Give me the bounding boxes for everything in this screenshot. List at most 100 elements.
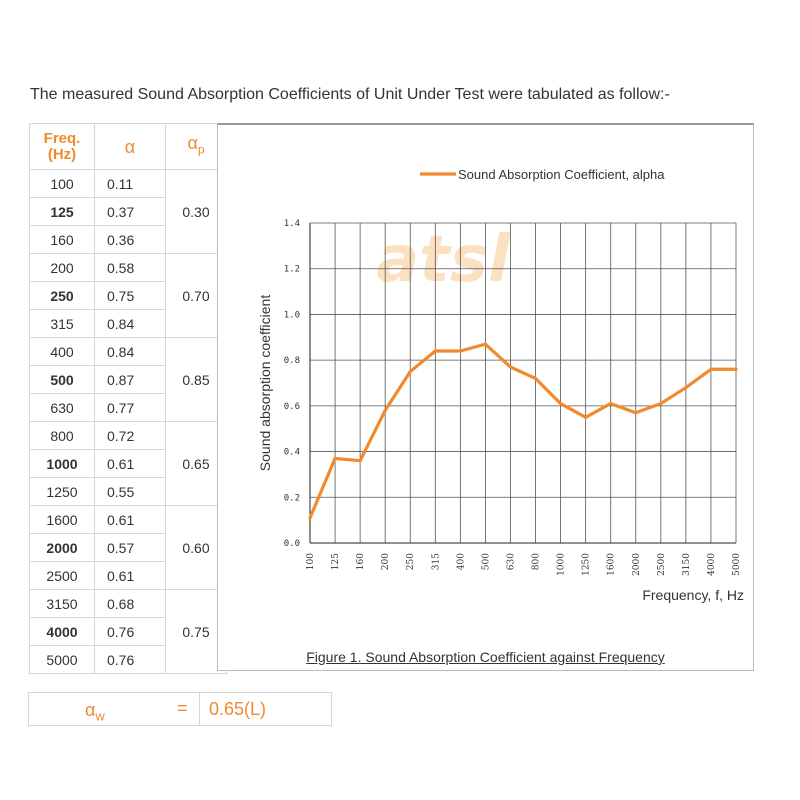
alpha-cell: 0.76 <box>94 645 166 674</box>
freq-cell: 2500 <box>29 561 95 590</box>
x-tick-label: 1000 <box>557 553 567 576</box>
data-point <box>458 349 462 353</box>
alpha-cell: 0.87 <box>94 365 166 394</box>
alpha-p-cell: 0.70 <box>165 253 227 338</box>
weighted-coefficient-row: αw = 0.65(L) <box>28 692 332 726</box>
table-row: 315 0.84 <box>29 309 227 338</box>
watermark-logo: atsl <box>376 223 511 297</box>
y-tick-label: 1.4 <box>284 219 300 229</box>
x-tick-label: 250 <box>406 553 416 570</box>
table-row: 500 0.87 <box>29 365 227 394</box>
table-row: 5000 0.76 <box>29 645 227 674</box>
intro-text: The measured Sound Absorption Coefficien… <box>30 86 670 103</box>
data-point <box>659 401 663 406</box>
absorption-table: Freq. (Hz) α αp 100 0.11 0.30 125 0.37 160 0.3… <box>29 123 227 674</box>
data-point <box>634 411 638 415</box>
alpha-cell: 0.68 <box>94 589 166 618</box>
x-tick-label: 160 <box>356 553 366 570</box>
freq-cell: 5000 <box>29 645 95 674</box>
table-row: 1000 0.61 <box>29 449 227 478</box>
freq-cell: 1250 <box>29 477 95 506</box>
data-point <box>333 456 337 461</box>
table-row: 200 0.58 0.70 <box>29 253 227 338</box>
alpha-cell: 0.11 <box>94 169 166 198</box>
table-row: 1600 0.61 0.60 <box>29 505 227 590</box>
header-freq-line2: (Hz) <box>47 145 77 163</box>
data-point <box>433 349 437 353</box>
figure-caption: Figure 1. Sound Absorption Coefficient a… <box>306 649 665 665</box>
data-point <box>358 459 362 463</box>
header-alpha-p: αp <box>165 123 227 170</box>
x-tick-label: 2500 <box>657 553 667 576</box>
freq-cell: 500 <box>29 365 95 394</box>
header-alpha-p-symbol: α <box>187 133 198 154</box>
table-row: 100 0.11 0.30 <box>29 169 227 254</box>
freq-cell: 3150 <box>29 589 95 618</box>
x-tick-label: 500 <box>481 553 491 570</box>
data-point <box>508 365 513 369</box>
x-tick-label: 100 <box>306 553 316 570</box>
alpha-cell: 0.77 <box>94 393 166 422</box>
freq-cell: 250 <box>29 281 95 310</box>
y-tick-label: 0.0 <box>284 539 300 549</box>
x-tick-label: 1600 <box>607 553 617 576</box>
data-point <box>483 342 488 346</box>
x-tick-label: 3150 <box>682 553 692 576</box>
alpha-cell: 0.61 <box>94 561 166 590</box>
header-freq: Freq. (Hz) <box>29 123 95 170</box>
data-point <box>383 408 387 413</box>
header-freq-line1: Freq. <box>43 129 81 147</box>
alpha-cell: 0.84 <box>94 309 166 338</box>
data-point <box>408 369 412 374</box>
freq-cell: 1000 <box>29 449 95 478</box>
alpha-w-label: αw <box>85 700 105 724</box>
y-tick-label: 1.0 <box>284 310 300 320</box>
alpha-cell: 0.72 <box>94 421 166 450</box>
alpha-cell: 0.75 <box>94 281 166 310</box>
freq-cell: 2000 <box>29 533 95 562</box>
x-tick-label: 630 <box>506 553 516 570</box>
header-alpha-p-sub: p <box>197 142 205 157</box>
data-point <box>709 367 713 371</box>
alpha-cell: 0.55 <box>94 477 166 506</box>
header-alpha-symbol: α <box>124 136 136 157</box>
x-tick-label: 1250 <box>582 553 592 576</box>
data-point <box>308 516 312 520</box>
x-tick-label: 200 <box>381 553 391 570</box>
x-tick-label: 800 <box>532 553 542 570</box>
alpha-p-cell: 0.75 <box>165 589 227 674</box>
chart-frame: atsl 0.0 0.2 0.4 0.6 0.8 1.0 1.2 1.4 100 125 160 200… <box>217 123 754 671</box>
freq-cell: 315 <box>29 309 95 338</box>
alpha-p-cell: 0.85 <box>165 337 227 422</box>
x-axis-label: Frequency, f, Hz <box>642 587 744 603</box>
alpha-cell: 0.37 <box>94 197 166 226</box>
y-tick-label: 0.8 <box>284 356 300 366</box>
alpha-cell: 0.84 <box>94 337 166 366</box>
freq-cell: 200 <box>29 253 95 282</box>
equals-sign: = <box>177 698 188 718</box>
freq-cell: 1600 <box>29 505 95 534</box>
x-tick-label: 315 <box>431 553 441 570</box>
data-point <box>584 415 588 419</box>
data-point <box>609 401 613 406</box>
table-row: 4000 0.76 <box>29 617 227 646</box>
y-axis-label: Sound absorption coefficient <box>257 295 273 472</box>
x-tick-label: 125 <box>331 553 341 570</box>
table-row: 3150 0.68 0.75 <box>29 589 227 674</box>
freq-cell: 4000 <box>29 617 95 646</box>
table-row: 1250 0.55 <box>29 477 227 506</box>
freq-cell: 800 <box>29 421 95 450</box>
data-point <box>684 385 688 390</box>
freq-cell: 160 <box>29 225 95 254</box>
alpha-w-symbol: α <box>85 700 96 720</box>
y-tick-label: 0.2 <box>284 493 300 503</box>
alpha-cell: 0.61 <box>94 505 166 534</box>
y-tick-label: 0.4 <box>284 448 300 458</box>
table-row: 630 0.77 <box>29 393 227 422</box>
x-tick-label: 4000 <box>707 553 717 576</box>
alpha-p-cell: 0.65 <box>165 421 227 506</box>
table-row: 250 0.75 <box>29 281 227 310</box>
alpha-cell: 0.76 <box>94 617 166 646</box>
freq-cell: 400 <box>29 337 95 366</box>
x-tick-label: 2000 <box>632 553 642 576</box>
